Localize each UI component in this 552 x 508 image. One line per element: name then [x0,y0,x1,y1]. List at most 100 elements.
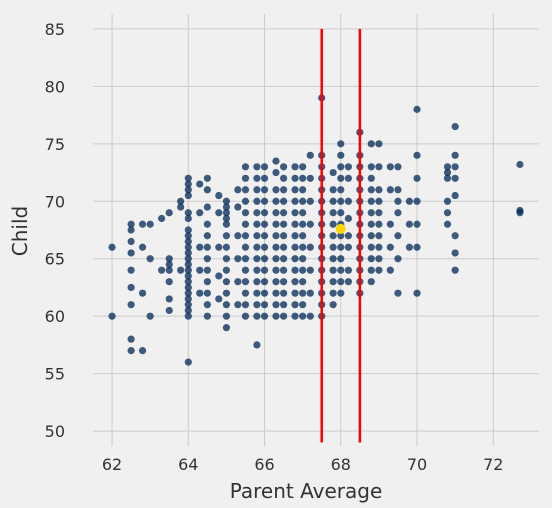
scatter-point [184,255,192,263]
scatter-point [253,232,261,240]
scatter-point [215,209,223,217]
scatter-point [367,232,375,240]
scatter-point [279,186,288,194]
scatter-point [241,174,250,182]
scatter-point [184,186,192,194]
scatter-point [272,289,280,297]
scatter-point [291,232,299,240]
scatter-point [367,140,375,148]
scatter-point [253,289,261,297]
scatter-point [375,140,383,148]
scatter-point [337,163,345,171]
scatter-point [203,278,211,286]
scatter-point [443,209,452,217]
scatter-point [272,278,280,286]
scatter-point [299,278,307,286]
scatter-point [279,278,288,286]
scatter-point [108,312,116,320]
scatter-point [272,157,280,165]
scatter-point [291,220,299,228]
scatter-point [394,209,402,217]
scatter-point [272,232,280,240]
scatter-point [146,312,154,320]
scatter-point [260,209,269,217]
scatter-point [215,191,223,200]
scatter-point [260,278,269,286]
scatter-point [299,209,307,217]
scatter-point [291,278,299,286]
scatter-point [184,209,192,217]
scatter-point [272,209,280,217]
scatter-point [127,283,135,292]
scatter-point [375,255,383,263]
scatter-point [184,214,192,223]
scatter-point [158,214,166,223]
scatter-point [329,301,337,309]
scatter-point [203,203,211,211]
scatter-point [367,266,375,274]
scatter-point [253,163,261,171]
scatter-point [203,255,211,263]
scatter-point [279,174,288,182]
scatter-point [299,255,307,263]
scatter-point [222,255,231,263]
scatter-point [279,220,288,228]
scatter-point [272,168,280,177]
scatter-point [306,220,314,228]
scatter-point [184,301,192,309]
scatter-point [184,243,192,251]
scatter-point [451,174,459,182]
scatter-point [291,289,299,297]
scatter-point [272,301,280,309]
scatter-point [375,163,383,171]
y-tick-label: 55 [45,365,65,384]
scatter-point [127,301,135,309]
scatter-point [253,312,261,320]
scatter-point [451,151,459,159]
scatter-point [184,232,192,240]
scatter-point [241,301,250,309]
scatter-point [253,220,261,228]
scatter-point [260,289,269,297]
y-tick-labels: 50 55 60 65 70 75 80 85 [45,20,65,441]
scatter-point [196,266,204,274]
scatter-point [203,220,211,228]
scatter-point [291,163,299,171]
scatter-point [367,278,375,286]
scatter-point [127,347,135,355]
scatter-point [394,163,402,171]
scatter-point [367,174,375,182]
scatter-point [443,163,452,171]
x-tick-label: 70 [407,455,427,474]
scatter-point [253,255,261,263]
scatter-point [196,180,204,188]
scatter-point [222,220,231,228]
scatter-point [306,312,314,320]
scatter-point [337,255,345,263]
scatter-point [127,226,135,234]
scatter-point [165,278,173,286]
scatter-point [203,232,211,240]
scatter-point [222,203,231,211]
scatter-point [184,260,192,269]
scatter-point [260,220,269,228]
scatter-point [241,163,250,171]
scatter-point [234,255,242,263]
scatter-point [203,243,211,251]
scatter-point [329,197,337,205]
scatter-point [234,301,242,309]
scatter-point [386,266,394,274]
scatter-point [184,226,192,234]
scatter-point [299,220,307,228]
scatter-point [184,180,192,188]
scatter-point [344,278,353,286]
scatter-point [260,232,269,240]
scatter-point [413,220,421,228]
scatter-point [405,197,413,205]
scatter-point [253,266,261,274]
scatter-point [279,197,288,205]
scatter-point [394,255,402,263]
scatter-point [196,243,204,251]
scatter-point [279,163,288,171]
scatter-point [413,105,421,113]
